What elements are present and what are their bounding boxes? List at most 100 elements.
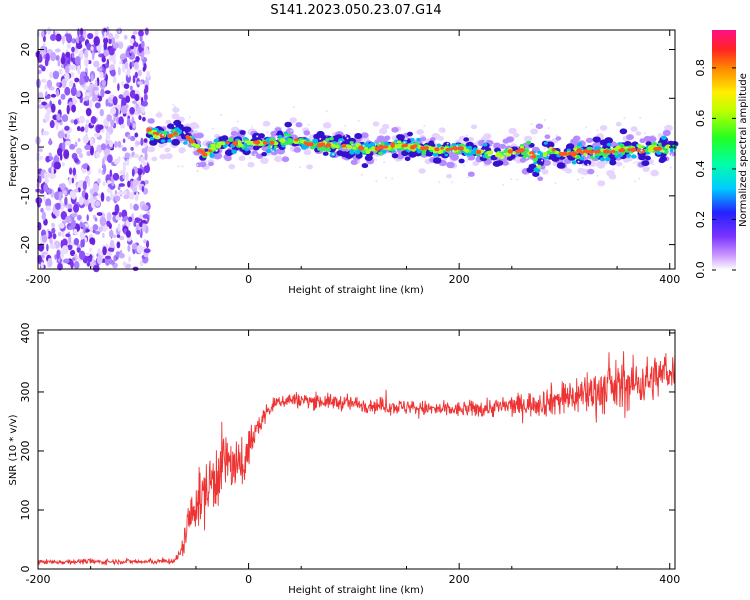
noise-blob xyxy=(41,101,47,106)
noise-blob xyxy=(78,35,86,42)
ridge-point xyxy=(152,131,157,135)
ridge-point xyxy=(451,143,456,147)
noise-blob xyxy=(83,29,87,39)
ridge-speckle xyxy=(266,131,269,134)
ridge-point xyxy=(530,128,539,135)
colorbar-tick-label: 0.4 xyxy=(694,160,707,178)
noise-blob xyxy=(47,26,52,35)
ridge-speckle xyxy=(516,178,519,181)
ridge-point xyxy=(342,134,351,141)
ridge-point xyxy=(369,142,376,147)
ridge-point xyxy=(252,134,261,141)
noise-blob xyxy=(87,177,91,187)
ridge-point xyxy=(639,138,646,144)
noise-blob xyxy=(122,138,126,144)
noise-blob xyxy=(49,244,56,249)
ridge-point xyxy=(287,133,292,137)
ridge-point xyxy=(483,133,492,140)
spectrogram-y-tick-label: 10 xyxy=(19,91,32,105)
noise-blob xyxy=(74,157,79,163)
ridge-point xyxy=(599,157,606,162)
noise-blob xyxy=(60,202,64,212)
noise-blob xyxy=(64,125,70,131)
ridge-point xyxy=(619,128,628,135)
ridge-speckle xyxy=(595,134,598,137)
noise-blob xyxy=(123,190,128,196)
ridge-point xyxy=(499,143,506,149)
ridge-point xyxy=(420,146,426,151)
ridge-speckle xyxy=(344,124,347,127)
ridge-speckle xyxy=(643,132,646,135)
ridge-point xyxy=(253,140,257,144)
spectrogram-plot-frame xyxy=(37,29,676,270)
ridge-point xyxy=(555,136,562,141)
ridge-speckle xyxy=(423,124,426,127)
noise-blob xyxy=(76,126,81,132)
noise-blob xyxy=(107,180,111,185)
ridge-point xyxy=(159,133,165,138)
ridge-speckle xyxy=(483,149,486,152)
ridge-point xyxy=(395,144,402,149)
ridge-speckle xyxy=(466,157,469,160)
ridge-speckle xyxy=(634,180,636,183)
ridge-point xyxy=(626,134,634,141)
noise-blob xyxy=(100,143,107,151)
noise-blob xyxy=(104,31,107,39)
noise-blob xyxy=(109,259,115,265)
noise-blob xyxy=(132,179,139,186)
ridge-point xyxy=(659,156,667,162)
ridge-point xyxy=(167,133,174,139)
ridge-speckle xyxy=(592,154,595,157)
noise-blob xyxy=(131,60,135,68)
noise-blob xyxy=(40,254,45,259)
ridge-point xyxy=(379,127,388,135)
noise-blob xyxy=(146,70,151,79)
ridge-speckle xyxy=(339,140,342,143)
noise-blob xyxy=(73,49,79,54)
ridge-point xyxy=(594,146,599,150)
noise-blob xyxy=(118,66,121,76)
noise-blob xyxy=(124,61,129,70)
ridge-point xyxy=(238,143,244,148)
ridge-point xyxy=(645,141,652,147)
ridge-speckle xyxy=(525,157,528,159)
ridge-point xyxy=(171,138,181,146)
noise-blob xyxy=(134,141,142,146)
noise-blob xyxy=(48,137,52,146)
ridge-point xyxy=(331,144,336,148)
snr-series xyxy=(37,351,676,566)
noise-blob xyxy=(77,187,81,193)
noise-blob xyxy=(38,64,44,69)
noise-blob xyxy=(122,161,127,167)
noise-blob xyxy=(43,183,49,192)
noise-blob xyxy=(55,122,59,130)
ridge-point xyxy=(438,127,446,133)
ridge-speckle xyxy=(249,156,252,159)
noise-blob xyxy=(141,223,147,232)
noise-blob xyxy=(103,164,107,174)
ridge-point xyxy=(183,141,188,145)
ridge-point xyxy=(630,126,638,132)
ridge-point xyxy=(458,158,465,164)
noise-blob xyxy=(68,177,72,186)
noise-blob xyxy=(128,216,133,223)
noise-blob xyxy=(70,259,74,269)
noise-blob xyxy=(87,60,92,65)
ridge-speckle xyxy=(270,145,273,148)
ridge-speckle xyxy=(484,140,487,143)
noise-blob xyxy=(63,149,70,160)
ridge-point xyxy=(606,142,612,147)
ridge-point xyxy=(228,164,236,170)
ridge-speckle xyxy=(510,178,513,181)
ridge-point xyxy=(213,152,223,160)
ridge-point xyxy=(281,156,290,163)
ridge-point xyxy=(209,153,215,158)
ridge-speckle xyxy=(612,168,615,171)
ridge-point xyxy=(650,169,659,177)
noise-blob xyxy=(101,56,106,63)
ridge-point xyxy=(293,147,301,153)
ridge-point xyxy=(354,150,361,155)
noise-blob xyxy=(125,74,131,84)
ridge-point xyxy=(541,169,549,175)
snr-line xyxy=(37,351,676,566)
